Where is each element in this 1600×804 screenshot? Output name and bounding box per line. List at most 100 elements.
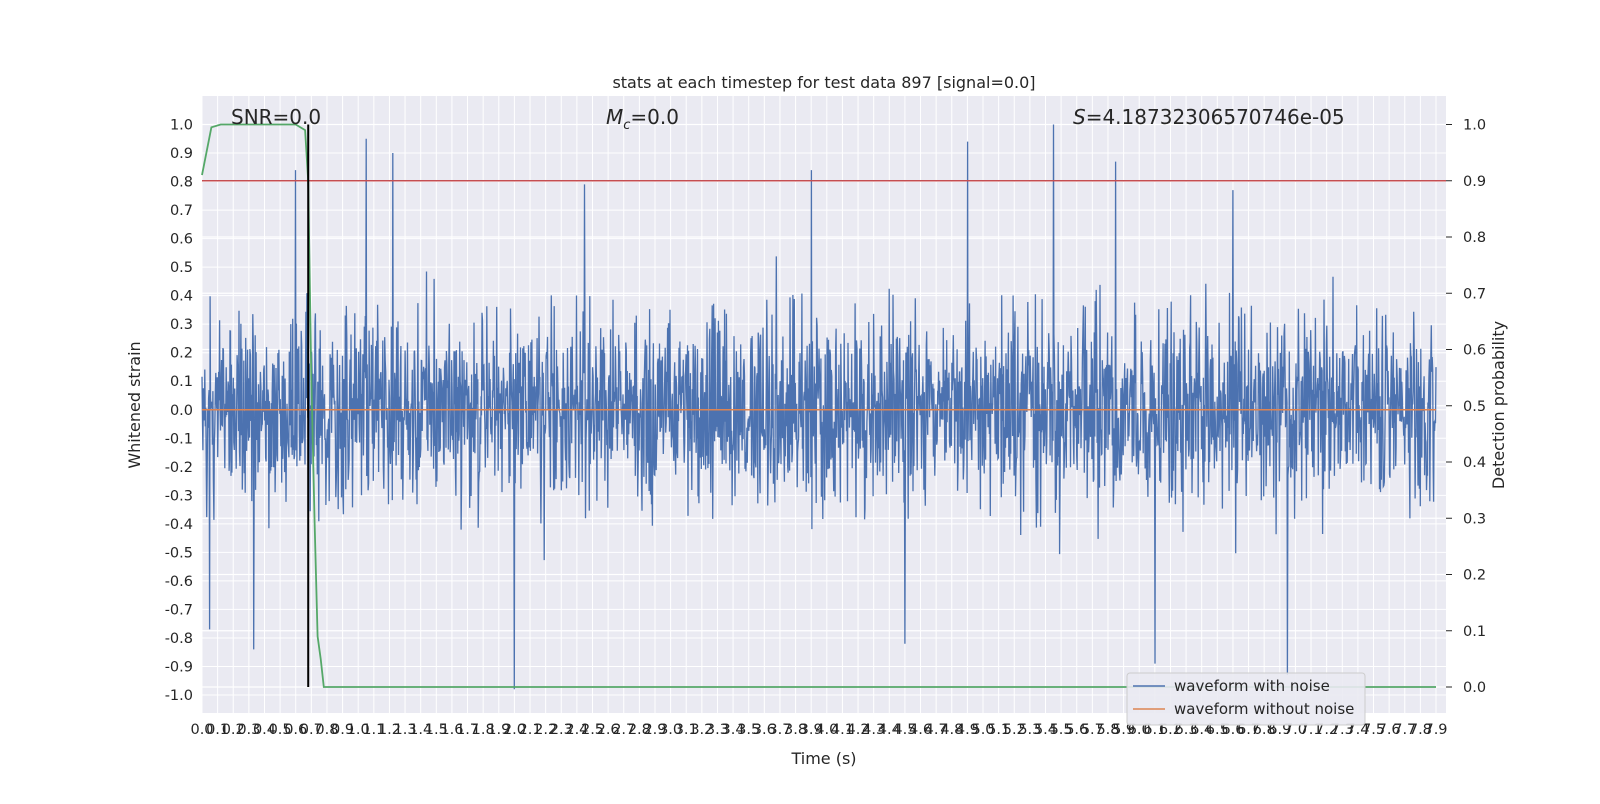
y-tick-label: -0.6	[165, 574, 193, 590]
x-tick-label: 7.1	[1300, 722, 1323, 738]
y-tick-label: 1.0	[170, 118, 193, 134]
x-tick-label: 7.7	[1393, 722, 1416, 738]
x-tick-label: 2.7	[612, 722, 635, 738]
x-tick-label: 2.5	[581, 722, 604, 738]
x-tick-label: 6.1	[1143, 722, 1166, 738]
x-tick-label: 7.5	[1362, 722, 1385, 738]
series-detection-probability	[201, 123, 1436, 688]
x-tick-label: 4.7	[925, 722, 948, 738]
x-tick-label: 6.9	[1268, 722, 1291, 738]
x-tick-label: 1.6	[440, 722, 463, 738]
x-tick-label: 1.3	[394, 722, 417, 738]
y2-axis-label: Detection probability	[1489, 321, 1508, 489]
s-value: =4.18732306570746e-05	[1086, 105, 1345, 129]
x-tick-label: 3.4	[722, 722, 745, 738]
y-tick-label: -0.7	[165, 602, 193, 618]
line-series	[201, 123, 1446, 688]
x-tick-label: 0.2	[222, 722, 245, 738]
x-tick-label: 1.2	[378, 722, 401, 738]
noisy-waveform	[201, 124, 1437, 690]
x-tick-label: 5.2	[1003, 722, 1026, 738]
x-tick-label: 3.2	[690, 722, 713, 738]
x-tick-label: 0.5	[269, 722, 292, 738]
y-tick-label: 0.8	[170, 175, 193, 191]
x-tick-label: 1.7	[456, 722, 479, 738]
y-tick-label: 0.0	[170, 403, 193, 419]
x-tick-label: 3.7	[768, 722, 791, 738]
x-tick-label: 4.2	[847, 722, 870, 738]
x-tick-label: 2.1	[518, 722, 541, 738]
x-tick-label: 7.8	[1409, 722, 1432, 738]
chart-title: stats at each timestep for test data 897…	[612, 73, 1035, 92]
x-tick-label: 2.8	[628, 722, 651, 738]
x-tick-label: 7.4	[1346, 722, 1369, 738]
x-tick-label: 6.6	[1221, 722, 1244, 738]
x-tick-label: 5.7	[1081, 722, 1104, 738]
x-tick-label: 6.2	[1159, 722, 1182, 738]
x-tick-label: 4.9	[956, 722, 979, 738]
y-tick-label: -0.8	[165, 631, 193, 647]
x-tick-label: 4.4	[878, 722, 901, 738]
y2-tick-label: 0.2	[1463, 568, 1486, 584]
y-tick-label: 0.7	[170, 203, 193, 219]
y-tick-label: -0.4	[165, 517, 193, 533]
x-tick-label: 6.5	[1206, 722, 1229, 738]
y-tick-label: -0.3	[165, 488, 193, 504]
y-axis-label: Whitened strain	[125, 341, 144, 468]
x-tick-label: 1.5	[425, 722, 448, 738]
x-tick-label: 6.4	[1190, 722, 1213, 738]
x-tick-label: 0.9	[331, 722, 354, 738]
x-tick-label: 1.1	[362, 722, 385, 738]
y2-tick-label: 0.8	[1463, 230, 1486, 246]
x-tick-label: 2.4	[565, 722, 588, 738]
legend-box	[1126, 672, 1366, 726]
x-tick-label: 2.2	[534, 722, 557, 738]
x-tick-label: 2.0	[503, 722, 526, 738]
y-tick-label: -0.2	[165, 460, 193, 476]
chirp-mass-symbol: M	[606, 105, 623, 129]
x-tick-label: 4.0	[815, 722, 838, 738]
chirp-mass-value: =0.0	[630, 105, 679, 129]
x-tick-label: 6.8	[1253, 722, 1276, 738]
y2-tick-label: 0.1	[1463, 624, 1486, 640]
x-tick-label: 4.6	[909, 722, 932, 738]
x-tick-label: 2.9	[643, 722, 666, 738]
y-tick-label: 0.1	[170, 374, 193, 390]
plot-background	[202, 96, 1446, 713]
y2-tick-label: 0.7	[1463, 286, 1486, 302]
x-axis-label: Time (s)	[790, 749, 856, 768]
y2-tick-label: 0.5	[1463, 399, 1486, 415]
x-tick-label: 4.3	[862, 722, 885, 738]
x-tick-label: 3.6	[753, 722, 776, 738]
x-tick-label: 6.7	[1237, 722, 1260, 738]
x-tick-label: 3.9	[800, 722, 823, 738]
y-tick-label: 0.3	[170, 317, 193, 333]
s-annotation: S=4.18732306570746e-05	[1073, 105, 1345, 129]
x-tick-label: 3.1	[675, 722, 698, 738]
x-tick-label: 1.8	[472, 722, 495, 738]
chirp-mass-annotation: Mc=0.0	[606, 105, 679, 133]
x-tick-label: 2.6	[597, 722, 620, 738]
axis-ticks: 0.00.10.20.30.40.50.60.70.80.91.01.11.21…	[165, 118, 1486, 739]
x-tick-label: 3.5	[737, 722, 760, 738]
legend-label-noise: waveform with noise	[1174, 677, 1330, 695]
legend-label-clean: waveform without noise	[1174, 700, 1354, 718]
x-tick-label: 0.4	[253, 722, 276, 738]
x-tick-label: 4.1	[831, 722, 854, 738]
x-tick-label: 4.8	[940, 722, 963, 738]
x-tick-label: 0.7	[300, 722, 323, 738]
x-tick-label: 0.0	[190, 722, 213, 738]
x-tick-label: 5.3	[1018, 722, 1041, 738]
x-tick-label: 0.6	[284, 722, 307, 738]
x-tick-label: 0.3	[237, 722, 260, 738]
x-tick-label: 7.9	[1424, 722, 1447, 738]
x-tick-label: 7.2	[1315, 722, 1338, 738]
chirp-mass-subscript: c	[623, 118, 630, 133]
x-tick-label: 3.3	[706, 722, 729, 738]
x-tick-label: 5.1	[987, 722, 1010, 738]
x-tick-label: 7.0	[1284, 722, 1307, 738]
series-waveform-with-noise	[201, 124, 1437, 690]
y-tick-label: -1.0	[165, 688, 193, 704]
y-tick-label: -0.9	[165, 659, 193, 675]
